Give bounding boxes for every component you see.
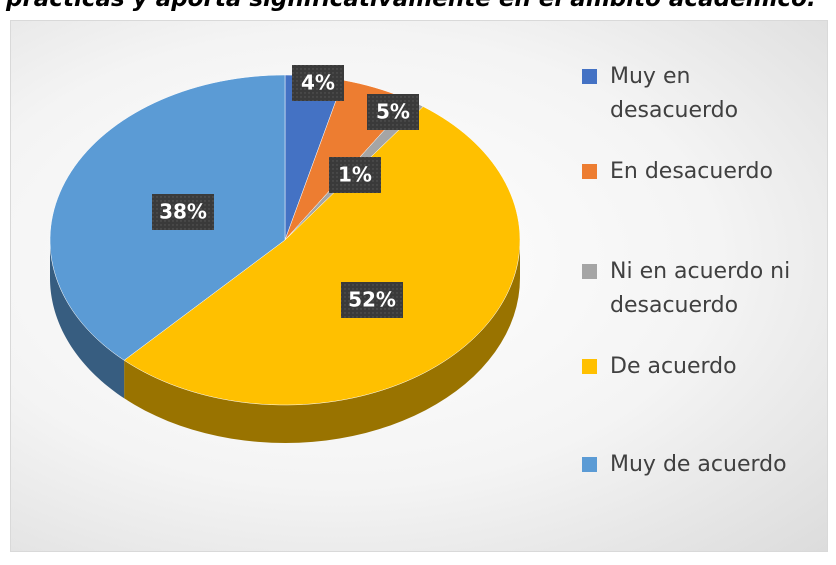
legend-item: Muy en desacuerdo [582,60,822,128]
legend-label: Ni en acuerdo ni desacuerdo [610,259,791,318]
legend-item: De acuerdo [582,350,822,384]
legend-swatch [582,164,597,179]
label-box [367,94,419,130]
legend-swatch [582,359,597,374]
label-box [341,282,403,318]
pie-side [124,240,520,443]
data-label: 52% [348,288,396,312]
legend-label: De acuerdo [610,354,737,379]
data-label: 1% [338,163,372,187]
label-box [329,157,381,193]
label-box [292,65,344,101]
pie-side [50,240,125,399]
legend-label: En desacuerdo [610,159,773,184]
legend-item: Muy de acuerdo [582,448,822,482]
label-box [152,194,214,230]
data-label: 5% [376,100,410,124]
legend-swatch [582,69,597,84]
data-label: 4% [301,71,335,95]
pie-slice [123,106,521,406]
legend-item: En desacuerdo [582,155,822,189]
data-label: 38% [159,200,207,224]
legend-label: Muy en desacuerdo [610,64,739,123]
legend-swatch [582,457,597,472]
legend-swatch [582,264,597,279]
legend-item: Ni en acuerdo ni desacuerdo [582,255,822,323]
chart-title: prácticas y aporta significativamente en… [6,0,816,12]
legend-label: Muy de acuerdo [610,452,787,477]
